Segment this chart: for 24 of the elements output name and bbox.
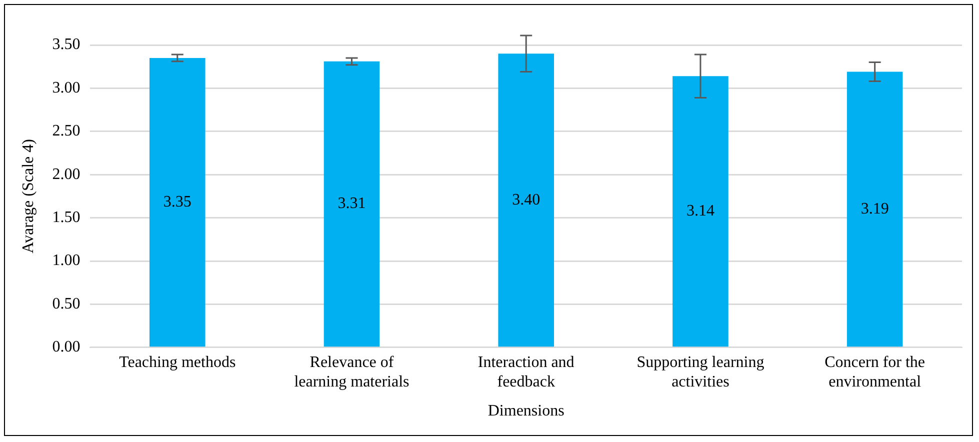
y-tick-label: 3.50	[52, 36, 80, 54]
y-axis-title: Avarage (Scale 4)	[20, 139, 37, 254]
x-axis-title: Dimensions	[488, 402, 564, 420]
category-label: Teaching methods	[119, 354, 236, 372]
data-label: 3.35	[163, 194, 192, 211]
category-label: environmental	[828, 373, 922, 390]
data-label: 3.31	[338, 195, 366, 212]
y-tick-label: 3.00	[52, 79, 80, 96]
y-tick-label: 0.50	[52, 295, 80, 312]
data-label: 3.19	[860, 200, 889, 218]
category-label: Concern for the	[824, 354, 926, 372]
data-label: 3.14	[686, 202, 714, 220]
category-label: Relevance of	[310, 354, 394, 372]
category-label: Interaction and	[478, 354, 574, 372]
y-tick-label: 2.00	[52, 166, 80, 183]
category-label: activities	[672, 373, 730, 390]
category-label: feedback	[497, 373, 555, 390]
y-tick-label: 0.00	[52, 338, 80, 356]
y-tick-label: 2.50	[52, 122, 80, 140]
category-label: Supporting learning	[636, 354, 764, 372]
category-label: learning materials	[294, 373, 410, 390]
y-tick-label: 1.50	[52, 209, 80, 226]
data-label: 3.40	[512, 191, 540, 208]
y-tick-label: 1.00	[52, 252, 80, 270]
